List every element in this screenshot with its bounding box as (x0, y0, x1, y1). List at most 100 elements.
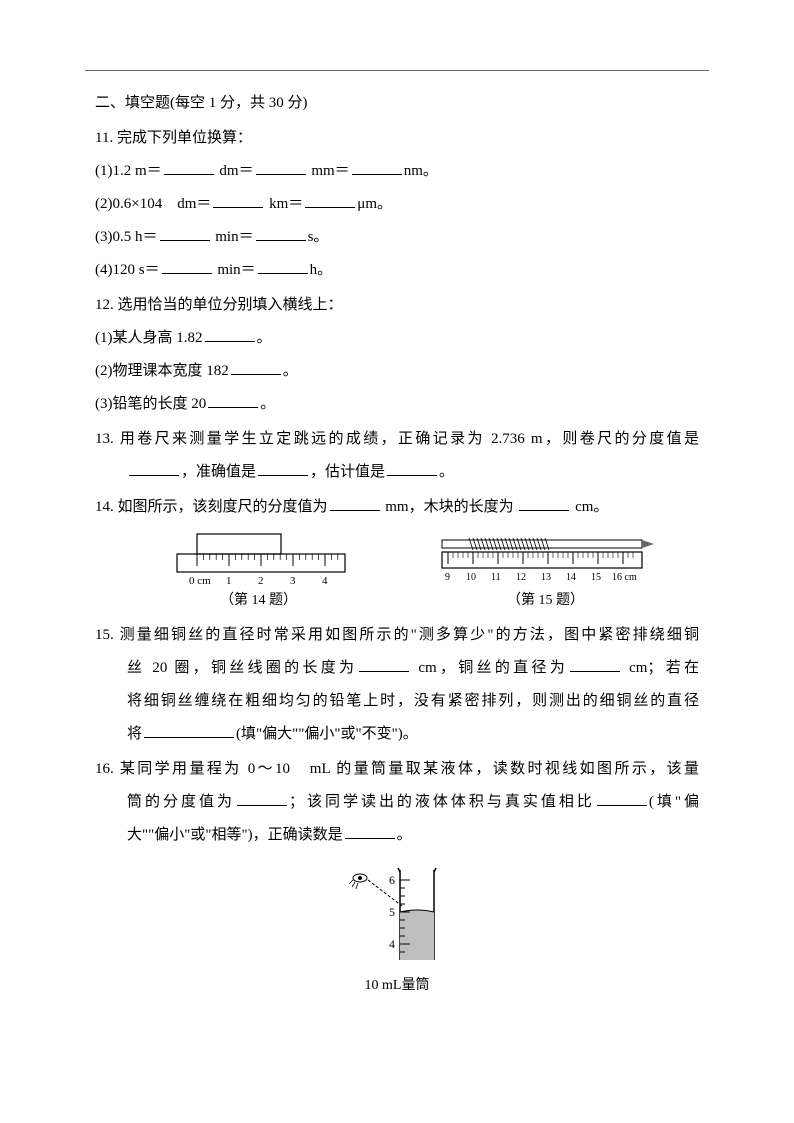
q15-line3: 将细铜丝缠绕在粗细均匀的铅笔上时，没有紧密排列，则测出的细铜丝的直径 (95, 685, 699, 718)
question-14: 14. 如图所示，该刻度尺的分度值为 mm，木块的长度为 cm。 (95, 491, 699, 524)
q15-l2c: cm；若在 (622, 660, 699, 676)
blank (519, 493, 569, 511)
blank (597, 788, 647, 806)
question-16: 16. 某同学用量程为 0～10 mL 的量筒量取某液体，读数时视线如图所示，该… (95, 753, 699, 852)
q11-stem: 11. 完成下列单位换算： (95, 122, 699, 155)
svg-text:12: 12 (516, 572, 526, 583)
q11-sub2: (2)0.6×104 dm＝ km＝μm。 (95, 188, 699, 221)
svg-text:16 cm: 16 cm (612, 572, 637, 583)
q15-line1: 15. 测量细铜丝的直径时常采用如图所示的"测多算少"的方法，图中紧密排绕细铜 (95, 619, 699, 652)
question-11: 11. 完成下列单位换算： (1)1.2 m＝ dm＝ mm＝nm。 (2)0.… (95, 122, 699, 287)
svg-text:14: 14 (566, 572, 576, 583)
q16-l2b: ；该同学读出的液体体积与真实值相比 (289, 794, 595, 810)
blank (144, 720, 234, 738)
q13-line1: 13. 用卷尺来测量学生立定跳远的成绩，正确记录为 2.736 m，则卷尺的分度… (95, 423, 699, 456)
q11-sub4-u1: min＝ (214, 262, 256, 278)
q12-sub1-pre: (1)某人身高 1.82 (95, 330, 203, 346)
blank (164, 157, 214, 175)
q16-l3end: 。 (397, 827, 412, 843)
q11-sub1-pre: (1)1.2 m＝ (95, 163, 162, 179)
q11-sub3: (3)0.5 h＝ min＝ s。 (95, 221, 699, 254)
figure-15-caption: （第 15 题） (436, 591, 656, 611)
svg-text:4: 4 (322, 575, 328, 587)
q12-sub1: (1)某人身高 1.82 。 (95, 322, 699, 355)
svg-text:10: 10 (466, 572, 476, 583)
svg-text:13: 13 (541, 572, 551, 583)
q12-sub2-end: 。 (283, 363, 298, 379)
q15-l4a: 将 (127, 726, 142, 742)
q12-stem: 12. 选用恰当的单位分别填入横线上： (95, 289, 699, 322)
blank (258, 458, 308, 476)
blank (162, 256, 212, 274)
svg-text:2: 2 (258, 575, 264, 587)
q14-end: cm。 (571, 499, 608, 515)
blank (129, 458, 179, 476)
q11-sub3-u1: min＝ (212, 229, 254, 245)
svg-text:0 cm: 0 cm (189, 575, 211, 587)
ruler-14-svg: 0 cm 1 2 3 4 (169, 532, 349, 587)
section-header: 二、填空题(每空 1 分，共 30 分) (95, 87, 699, 120)
q11-sub1-u2: mm＝ (308, 163, 350, 179)
question-12: 12. 选用恰当的单位分别填入横线上： (1)某人身高 1.82 。 (2)物理课… (95, 289, 699, 421)
q11-sub2-pre: (2)0.6×104 dm＝ (95, 196, 211, 212)
q13-l2b: ，估计值是 (310, 464, 385, 480)
figure-14-caption: （第 14 题） (169, 591, 349, 611)
q15-line2: 丝 20 圈，铜丝线圈的长度为 cm，铜丝的直径为 cm；若在 (95, 652, 699, 685)
svg-text:9: 9 (445, 572, 450, 583)
q11-sub3-pre: (3)0.5 h＝ (95, 229, 158, 245)
blank (237, 788, 287, 806)
blank (387, 458, 437, 476)
blank (570, 654, 620, 672)
figure-14: 0 cm 1 2 3 4 （第 14 题） (169, 532, 349, 611)
q16-l2c: (填"偏 (649, 794, 699, 810)
svg-text:11: 11 (491, 572, 501, 583)
q14-mid: mm，木块的长度为 (382, 499, 518, 515)
blank (352, 157, 402, 175)
blank (205, 324, 255, 342)
blank (256, 157, 306, 175)
q11-sub4: (4)120 s＝ min＝ h。 (95, 254, 699, 287)
question-13: 13. 用卷尺来测量学生立定跳远的成绩，正确记录为 2.736 m，则卷尺的分度… (95, 423, 699, 489)
cylinder-svg: 6 5 4 (342, 862, 452, 972)
figure-15: 9 10 11 12 13 14 15 16 cm （第 15 题） (436, 532, 656, 611)
q15-l2b: cm，铜丝的直径为 (411, 660, 568, 676)
q16-line3: 大""偏小"或"相等")，正确读数是 。 (95, 819, 699, 852)
q11-sub1-u3: nm。 (404, 163, 438, 179)
q11-sub1: (1)1.2 m＝ dm＝ mm＝nm。 (95, 155, 699, 188)
blank (160, 223, 210, 241)
cylinder-caption: 10 mL量筒 (95, 976, 699, 996)
svg-text:1: 1 (226, 575, 232, 587)
q15-l2a: 丝 20 圈，铜丝线圈的长度为 (127, 660, 357, 676)
blank (359, 654, 409, 672)
cylinder-figure: 6 5 4 (95, 862, 699, 972)
blank (213, 190, 263, 208)
svg-text:3: 3 (290, 575, 296, 587)
q15-line4: 将 (填"偏大""偏小"或"不变")。 (95, 718, 699, 751)
q13-l2a: ，准确值是 (181, 464, 256, 480)
q11-sub4-pre: (4)120 s＝ (95, 262, 160, 278)
blank (345, 821, 395, 839)
blank (330, 493, 380, 511)
blank (258, 256, 308, 274)
question-15: 15. 测量细铜丝的直径时常采用如图所示的"测多算少"的方法，图中紧密排绕细铜 … (95, 619, 699, 751)
q16-line2: 筒的分度值为 ；该同学读出的液体体积与真实值相比 (填"偏 (95, 786, 699, 819)
page-content: 二、填空题(每空 1 分，共 30 分) 11. 完成下列单位换算： (1)1.… (95, 70, 699, 995)
q11-sub3-u2: s。 (308, 229, 329, 245)
q15-l4b: (填"偏大""偏小"或"不变")。 (236, 726, 418, 742)
q14-pre: 14. 如图所示，该刻度尺的分度值为 (95, 499, 328, 515)
blank (305, 190, 355, 208)
q13-l2end: 。 (439, 464, 454, 480)
svg-text:6: 6 (389, 873, 395, 887)
q12-sub1-end: 。 (257, 330, 272, 346)
q16-line1: 16. 某同学用量程为 0～10 mL 的量筒量取某液体，读数时视线如图所示，该… (95, 753, 699, 786)
svg-text:15: 15 (591, 572, 601, 583)
q16-l3a: 大""偏小"或"相等")，正确读数是 (127, 827, 343, 843)
top-divider (85, 70, 709, 71)
q12-sub2-pre: (2)物理课本宽度 182 (95, 363, 229, 379)
q11-sub4-u2: h。 (310, 262, 333, 278)
blank (256, 223, 306, 241)
q16-l2a: 筒的分度值为 (127, 794, 235, 810)
blank (208, 390, 258, 408)
q11-sub2-u2: μm。 (357, 196, 392, 212)
figures-row: 0 cm 1 2 3 4 （第 14 题） (95, 532, 699, 611)
